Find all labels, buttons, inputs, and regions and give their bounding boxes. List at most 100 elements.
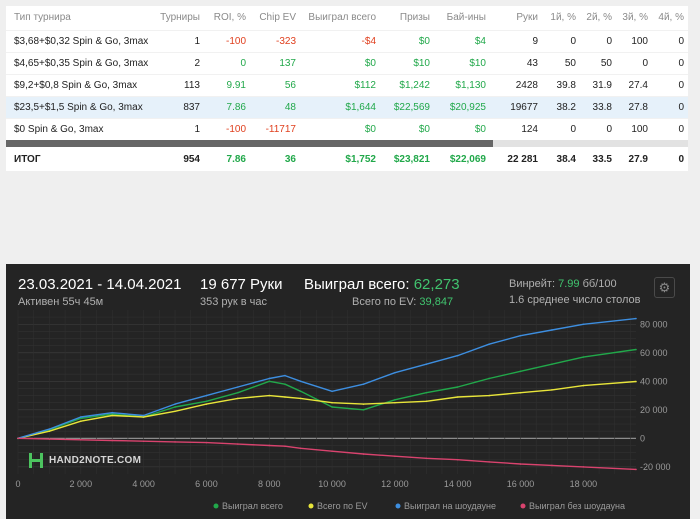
chart-axes: 80 000 60 000 40 000 20 000 0 -20 000 0 2 000 4 … [15,319,670,511]
total-tournament-type: ИТОГ [14,153,41,165]
cell-chip-ev: -323 [250,29,300,52]
horizontal-scrollbar[interactable] [6,140,688,147]
series-point [519,391,522,394]
series-point [48,438,51,440]
cell-roi: 7.86 [204,95,250,118]
table-total-row: ИТОГ 954 7.86 36 $1,752 $23,821 $22,069 22 281 3… [6,147,688,171]
column-header-tournaments[interactable]: Турниры [160,12,200,24]
cell-place-4: 0 [652,51,688,74]
column-header-hands[interactable]: Руки [516,12,538,24]
series-point [80,420,82,423]
cell-roi: -100 [204,117,250,140]
cell-tournaments: 1 [148,117,204,140]
legend-label[interactable]: Выиграл без шоудауна [529,501,625,511]
tournament-table: Тип турнира Турниры ROI, % Chip EV Выигр… [6,6,688,171]
column-header-roi[interactable]: ROI, % [213,12,246,24]
results-panel: 23.03.2021 - 14.04.2021 Активен 55ч 45м … [6,264,690,519]
series-point [237,397,239,400]
legend-marker [308,503,314,509]
cell-place-2: 0 [580,117,616,140]
x-tick-label: 0 [15,479,20,489]
column-header-prizes[interactable]: Призы [399,12,430,24]
series-point [551,363,553,365]
settings-button[interactable]: ⚙ [654,277,675,298]
series-point [111,414,114,417]
series-point [142,414,145,417]
hand2note-brand: HAND2NOTE.COM [28,452,141,469]
cell-hands: 43 [490,51,542,74]
series-point [17,437,19,440]
cell-roi: -100 [204,29,250,52]
cell-won-total: -$4 [300,29,380,52]
cell-tournament-type: $9,2+$0,8 Spin & Go, 3max [6,73,148,96]
cell-place-2: 31.9 [580,73,616,96]
cell-place-2: 0 [580,29,616,52]
chart-series [17,317,637,471]
series-point [284,445,286,447]
series-point [299,447,302,450]
column-header-tournament-type[interactable]: Тип турнира [14,12,71,24]
hand2note-logo-icon [29,453,43,468]
column-header-won-total[interactable]: Выиграл всего [308,12,376,24]
won-total-label: Выиграл всего: [304,276,410,293]
series-point [635,348,637,351]
cell-buyins: $0 [434,117,490,140]
cell-prizes: $0 [380,29,434,52]
series-point [205,400,208,403]
series-point [299,390,302,393]
x-tick-label: 16 000 [507,479,535,489]
column-header-buyins[interactable]: Бай-ины [446,12,486,24]
cell-tournaments: 837 [148,95,204,118]
table-row[interactable]: $4,65+$0,35 Spin & Go, 3max 2 0 137 $0 $10 $10… [6,51,688,74]
legend-label[interactable]: Выиграл всего [222,501,283,511]
cell-won-total: $1,644 [300,95,380,118]
series-point [205,403,208,405]
hands-per-hour: 353 рук в час [200,296,268,308]
table-row[interactable]: $3,68+$0,32 Spin & Go, 3max 1 -100 -323 -$4 $… [6,29,688,52]
cell-hands: 9 [490,29,542,52]
y-tick-label: 40 000 [640,376,668,386]
legend-marker [213,503,219,509]
chart-grid [17,310,636,474]
ev-total: Всего по EV: 39,847 [352,296,453,308]
cell-place-3: 100 [616,117,652,140]
table-row[interactable]: $23,5+$1,5 Spin & Go, 3max 837 7.86 48 $1,64… [6,95,688,118]
cell-place-3: 100 [616,29,652,52]
series-point [394,371,396,374]
column-header-chip-ev[interactable]: Chip EV [259,12,296,24]
column-header-place-1[interactable]: 1й, % [550,12,576,24]
column-header-place-3[interactable]: 3й, % [622,12,648,24]
series-point [551,329,553,331]
legend-label[interactable]: Всего по EV [317,501,367,511]
gear-icon: ⚙ [658,279,671,295]
date-range[interactable]: 23.03.2021 - 14.04.2021 [18,276,182,293]
cell-place-1: 38.2 [542,95,580,118]
series-line [17,348,637,439]
cell-buyins: $20,925 [434,95,490,118]
cell-buyins: $10 [434,51,490,74]
legend-marker [520,503,526,509]
cell-place-3: 27.4 [616,73,652,96]
series-point [237,443,239,445]
scrollbar-thumb[interactable] [6,140,493,147]
total-buyins: $22,069 [449,153,486,165]
table-row[interactable]: $9,2+$0,8 Spin & Go, 3max 113 9.91 56 $112 $1… [6,73,688,96]
series-point [394,455,396,457]
table-row[interactable]: $0 Spin & Go, 3max 1 -100 -11717 $0 $0 $0 124 0 0… [6,117,688,140]
series-point [488,343,490,346]
cell-tournament-type: $0 Spin & Go, 3max [6,117,148,140]
legend-label[interactable]: Выиграл на шоудауне [404,501,496,511]
winrate-label: Винрейт: [509,278,556,290]
y-tick-label: 80 000 [640,319,668,329]
series-point [362,383,365,385]
series-point [174,406,176,408]
series-point [268,394,271,397]
tournament-table-panel: Тип турнира Турниры ROI, % Chip EV Выигр… [6,6,688,171]
column-header-place-4[interactable]: 4й, % [658,12,684,24]
series-point [299,380,302,383]
column-header-place-2[interactable]: 2й, % [586,12,612,24]
cell-tournament-type: $4,65+$0,35 Spin & Go, 3max [6,51,148,74]
total-tournaments: 954 [183,153,200,165]
series-point [331,450,333,452]
cell-won-total: $0 [300,51,380,74]
